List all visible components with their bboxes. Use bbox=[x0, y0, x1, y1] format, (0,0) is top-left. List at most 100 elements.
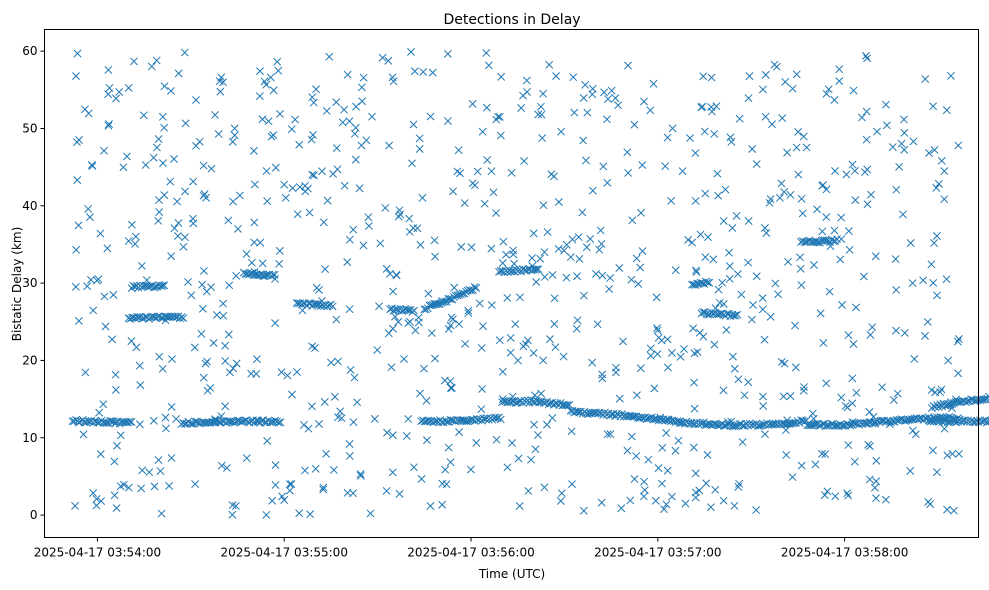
detection-point bbox=[639, 492, 648, 501]
detection-point bbox=[280, 496, 289, 504]
detection-point bbox=[583, 108, 592, 117]
detection-point bbox=[843, 489, 852, 498]
detection-point bbox=[712, 102, 721, 111]
detection-point bbox=[902, 416, 911, 425]
detection-point bbox=[862, 135, 871, 144]
detection-point bbox=[113, 441, 121, 450]
detection-point bbox=[464, 306, 473, 315]
detection-point bbox=[250, 238, 259, 247]
detection-point bbox=[926, 417, 935, 426]
detection-point bbox=[627, 275, 636, 284]
detection-point bbox=[101, 322, 110, 331]
detection-point bbox=[706, 503, 715, 512]
detection-point bbox=[699, 72, 708, 81]
detection-point bbox=[484, 61, 493, 70]
detection-point bbox=[71, 501, 80, 510]
detection-point bbox=[249, 146, 258, 155]
detection-point bbox=[893, 389, 902, 398]
detection-point bbox=[632, 254, 641, 263]
detection-point bbox=[487, 244, 496, 253]
detection-point bbox=[298, 306, 307, 315]
detection-point bbox=[173, 232, 182, 240]
detection-point bbox=[319, 483, 328, 492]
detection-point bbox=[607, 86, 616, 95]
detection-point bbox=[871, 419, 879, 428]
detection-point bbox=[200, 190, 209, 199]
detection-point bbox=[507, 267, 515, 276]
detection-point bbox=[730, 364, 739, 373]
detection-point bbox=[560, 246, 568, 255]
detection-point bbox=[301, 466, 309, 475]
detection-point bbox=[944, 356, 953, 365]
detection-point bbox=[606, 430, 615, 439]
detection-point bbox=[444, 443, 453, 452]
detection-point bbox=[822, 185, 831, 194]
detection-point bbox=[483, 156, 492, 165]
detection-point bbox=[759, 402, 768, 410]
detection-point bbox=[703, 278, 712, 287]
detection-point bbox=[727, 417, 736, 426]
detection-point bbox=[930, 145, 939, 154]
detection-point bbox=[319, 218, 328, 227]
detection-point bbox=[599, 162, 608, 171]
detection-point bbox=[680, 345, 688, 353]
detection-point bbox=[92, 495, 101, 503]
detection-point bbox=[211, 110, 220, 119]
detection-point bbox=[628, 412, 637, 421]
detection-point bbox=[391, 312, 399, 321]
detection-point bbox=[777, 357, 786, 366]
detection-point bbox=[900, 145, 909, 154]
detection-point bbox=[180, 48, 189, 57]
detection-point bbox=[110, 457, 119, 466]
detection-point bbox=[721, 185, 730, 194]
detection-point bbox=[366, 509, 375, 518]
detection-point bbox=[427, 329, 436, 338]
detection-point bbox=[838, 300, 847, 309]
detection-point bbox=[152, 56, 161, 65]
detection-point bbox=[637, 208, 645, 217]
detection-point bbox=[198, 280, 207, 289]
detection-point bbox=[932, 468, 941, 477]
detection-point bbox=[187, 291, 196, 300]
detection-point bbox=[301, 181, 310, 190]
detection-point bbox=[489, 188, 498, 197]
detection-point bbox=[388, 324, 397, 333]
detection-point bbox=[792, 143, 801, 152]
detection-point bbox=[124, 83, 133, 92]
detection-point bbox=[792, 70, 801, 79]
detection-point bbox=[728, 224, 737, 232]
detection-point bbox=[432, 300, 441, 309]
detection-point bbox=[598, 271, 607, 280]
detection-point bbox=[496, 131, 505, 140]
detection-point bbox=[293, 210, 302, 219]
detection-point bbox=[424, 416, 433, 425]
detection-point bbox=[252, 355, 261, 364]
detection-point bbox=[506, 348, 515, 357]
detection-point bbox=[940, 195, 949, 204]
detection-point bbox=[446, 377, 455, 386]
detection-point bbox=[701, 189, 710, 198]
detection-point bbox=[876, 416, 885, 425]
detection-point bbox=[954, 369, 963, 378]
detection-point bbox=[747, 421, 756, 430]
detection-point bbox=[529, 349, 538, 358]
detection-point bbox=[929, 102, 938, 111]
detection-point bbox=[734, 375, 743, 384]
detection-point bbox=[628, 216, 637, 225]
detection-point bbox=[511, 320, 520, 329]
detection-point bbox=[597, 498, 606, 507]
detection-point bbox=[409, 120, 418, 129]
detection-point bbox=[686, 134, 694, 143]
detection-point bbox=[646, 106, 655, 115]
detection-point bbox=[503, 463, 512, 472]
y-axis-label: Bistatic Delay (km) bbox=[10, 227, 24, 342]
detection-point bbox=[579, 136, 588, 145]
detection-point bbox=[747, 315, 756, 324]
detection-point bbox=[851, 196, 860, 205]
detection-point bbox=[822, 379, 831, 388]
detection-point bbox=[262, 167, 271, 175]
detection-point bbox=[189, 219, 198, 228]
detection-point bbox=[356, 471, 365, 480]
detection-point bbox=[138, 466, 147, 475]
detection-point bbox=[316, 302, 325, 310]
